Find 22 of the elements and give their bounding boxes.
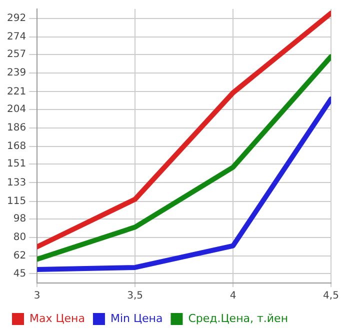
y-tick-label: 62 [13,250,26,262]
y-tick-label: 133 [6,177,26,188]
y-tick-label: 204 [6,104,26,115]
y-tick-label: 186 [6,122,26,134]
legend-label: Min Цена [110,312,163,325]
y-tick-label: 115 [6,196,26,207]
y-tick-label: 257 [6,49,26,60]
y-tick-label: 168 [6,141,26,152]
x-tick-label: 3,5 [127,290,144,302]
legend-label: Max Цена [30,312,85,325]
y-tick-label: 239 [6,68,26,79]
y-tick-label: 98 [13,213,26,224]
x-tick-label: 3 [34,290,40,302]
legend-label: Сред.Цена, т.йен [188,312,288,325]
y-tick-label: 221 [6,86,26,98]
y-tick-label: 292 [6,12,26,24]
y-tick-label: 80 [13,232,26,244]
y-tick-label: 45 [13,268,26,280]
x-tick-label: 4 [230,290,236,302]
y-tick-label: 151 [6,158,26,170]
x-tick-label: 4,5 [323,290,339,302]
y-tick-label: 274 [6,32,26,43]
